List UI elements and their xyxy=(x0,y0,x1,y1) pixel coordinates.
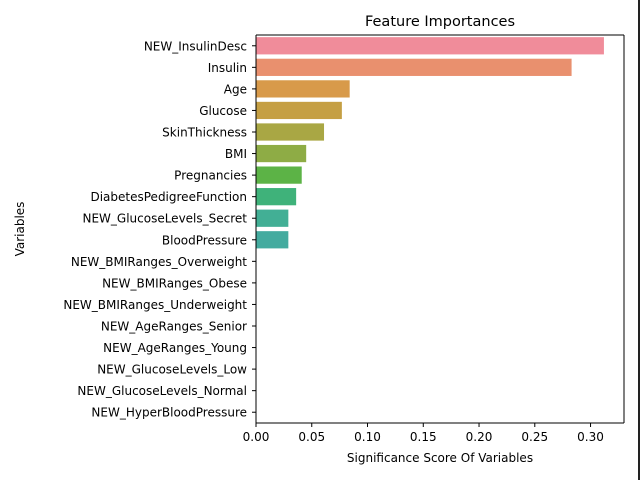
x-axis-label: Significance Score Of Variables xyxy=(347,451,533,465)
y-tick-label: NEW_BMIRanges_Underweight xyxy=(63,298,247,312)
bar-skinthickness xyxy=(256,123,325,141)
y-tick-label: NEW_GlucoseLevels_Low xyxy=(97,363,247,377)
bar-age xyxy=(256,80,350,98)
y-tick-label: SkinThickness xyxy=(162,126,247,140)
y-tick-label: Pregnancies xyxy=(174,169,247,183)
x-tick-label: 0.10 xyxy=(354,430,381,444)
x-tick-label: 0.20 xyxy=(466,430,493,444)
y-tick-label: NEW_HyperBloodPressure xyxy=(91,406,247,420)
y-tick-label: DiabetesPedigreeFunction xyxy=(90,190,247,204)
y-tick-label: NEW_BMIRanges_Obese xyxy=(102,276,247,290)
x-tick-label: 0.00 xyxy=(243,430,270,444)
bar-new-insulindesc xyxy=(256,37,604,55)
y-axis-label: Variables xyxy=(13,202,27,257)
x-tick-label: 0.30 xyxy=(577,430,604,444)
bar-new-glucoselevels-secret xyxy=(256,209,289,227)
chart-title: Feature Importances xyxy=(365,14,515,30)
y-tick-label: NEW_BMIRanges_Overweight xyxy=(71,255,247,269)
y-tick-labels: NEW_InsulinDesc Insulin Age Glucose SkinThic… xyxy=(63,39,256,420)
x-tick-label: 0.25 xyxy=(521,430,548,444)
x-tick-label: 0.15 xyxy=(410,430,437,444)
y-tick-label: NEW_AgeRanges_Young xyxy=(103,341,247,355)
bar-bloodpressure xyxy=(256,231,289,249)
bars-group xyxy=(256,37,604,249)
y-tick-label: NEW_InsulinDesc xyxy=(144,39,247,53)
y-tick-label: Age xyxy=(224,82,247,96)
y-tick-label: BloodPressure xyxy=(162,233,247,247)
y-tick-label: Insulin xyxy=(208,61,247,75)
y-tick-label: NEW_GlucoseLevels_Normal xyxy=(77,384,247,398)
window-edge xyxy=(638,0,640,480)
bar-glucose xyxy=(256,101,342,120)
x-ticks: 0.00 0.05 0.10 0.15 0.20 0.25 0.30 xyxy=(243,423,604,444)
y-tick-label: Glucose xyxy=(199,104,247,118)
bar-diabetespedigreefunction xyxy=(256,188,297,206)
y-tick-label: NEW_AgeRanges_Senior xyxy=(101,320,247,334)
x-tick-label: 0.05 xyxy=(298,430,325,444)
bar-bmi xyxy=(256,144,307,163)
bar-insulin xyxy=(256,58,572,76)
bar-pregnancies xyxy=(256,166,302,184)
y-tick-label: BMI xyxy=(225,147,247,161)
y-tick-label: NEW_GlucoseLevels_Secret xyxy=(82,212,247,226)
